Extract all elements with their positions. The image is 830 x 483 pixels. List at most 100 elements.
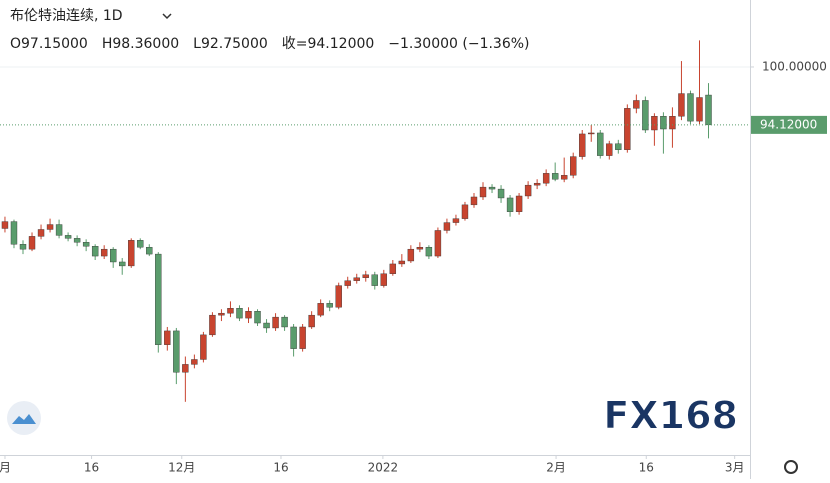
candle-body (209, 314, 216, 336)
candle-body (146, 246, 153, 255)
candle-body (200, 334, 207, 360)
candle-body (100, 248, 108, 257)
candle-body (434, 230, 442, 257)
candle-body (173, 330, 180, 373)
last-price-label: 94.12000 (760, 117, 817, 131)
candle-body (398, 260, 406, 265)
candle-body (335, 285, 342, 308)
candle-body (678, 93, 685, 117)
candle-body (687, 93, 694, 122)
candle-body (696, 97, 703, 122)
ohlc-label: O97.15000 (10, 36, 88, 52)
candle-body (533, 182, 541, 186)
candle-body (164, 330, 171, 345)
candle-body (326, 303, 333, 308)
candle-body (588, 132, 595, 135)
candle-body (651, 116, 658, 131)
watermark: FX168 (603, 394, 738, 438)
candle-body (353, 277, 360, 281)
candle-body (669, 116, 676, 130)
candle-body (389, 263, 397, 274)
candle-body (10, 221, 18, 245)
candle-body (705, 94, 712, 126)
candle-body (452, 218, 460, 223)
x-tick-label: 16 (639, 461, 654, 475)
candle-body (371, 274, 378, 286)
interval-dropdown[interactable] (162, 13, 172, 20)
candle-body (64, 235, 72, 239)
candle-body (155, 253, 162, 345)
candle-body (344, 280, 351, 286)
candle-body (624, 108, 631, 150)
candle-body (281, 316, 288, 328)
candle-body (443, 222, 451, 231)
candle-body (488, 186, 496, 190)
candle-body (119, 261, 126, 267)
last-price-badge (751, 115, 827, 134)
candle-body (425, 246, 433, 257)
candle-body (218, 312, 225, 316)
candle-body (55, 224, 63, 236)
candle-body (633, 100, 640, 109)
candle-body (497, 188, 505, 199)
candle-body (245, 311, 252, 319)
candle-body (542, 173, 550, 184)
ohlc-label: H98.36000 (102, 36, 179, 52)
candle-body (263, 322, 270, 329)
candle-body (416, 246, 424, 250)
candle-body (236, 308, 243, 319)
candle-body (551, 173, 559, 180)
candle-body (28, 236, 36, 250)
candle-body (254, 311, 261, 324)
candle-body (642, 100, 649, 131)
gear[interactable] (784, 460, 798, 474)
candle-body (128, 240, 135, 267)
candle-body (1, 221, 9, 229)
candle-body (137, 240, 144, 248)
candle-body (317, 303, 324, 316)
ohlc-label: −1.30000 (−1.36%) (388, 36, 529, 52)
candle-body (470, 196, 478, 206)
chart-title: 布伦特油连续, 1D (10, 7, 123, 24)
logo-mountain (12, 414, 36, 424)
candle-body (308, 314, 315, 328)
settings-icon[interactable] (784, 460, 798, 474)
candle-body (461, 204, 469, 219)
candle-body (227, 308, 234, 314)
x-tick-label: 月 (0, 461, 11, 475)
candle-body (37, 229, 45, 237)
candle-body (606, 143, 613, 156)
candle-body (660, 116, 667, 130)
candle-body (506, 197, 514, 212)
candle-body (272, 316, 279, 329)
candle-body (560, 175, 568, 180)
x-tick-label: 2月 (546, 461, 566, 475)
x-tick-label: 16 (273, 461, 288, 475)
candle-body (615, 143, 622, 150)
x-tick-label: 2022 (368, 461, 399, 475)
candle-body (182, 364, 189, 373)
candle-body (82, 242, 90, 247)
candle-body (479, 186, 487, 198)
candle-body (299, 326, 306, 349)
candle-body (579, 133, 586, 157)
candle-body (91, 246, 99, 257)
x-tick-label: 16 (84, 461, 99, 475)
candle-body (46, 224, 54, 230)
candle-body (570, 156, 577, 176)
ohlc-label: 收=94.12000 (282, 36, 375, 52)
watermark-logo (7, 401, 41, 435)
candle-body (109, 248, 117, 263)
candle-body (407, 248, 415, 262)
y-tick-label: 100.00000 (762, 59, 827, 73)
candle-body (191, 359, 198, 365)
candle-body (524, 184, 532, 197)
x-tick-label: 3月 (725, 461, 745, 475)
logo-badge (7, 401, 41, 435)
candle-body (73, 238, 81, 243)
candle-body (19, 244, 27, 250)
candle-body (362, 274, 369, 278)
candle-body (515, 195, 523, 212)
